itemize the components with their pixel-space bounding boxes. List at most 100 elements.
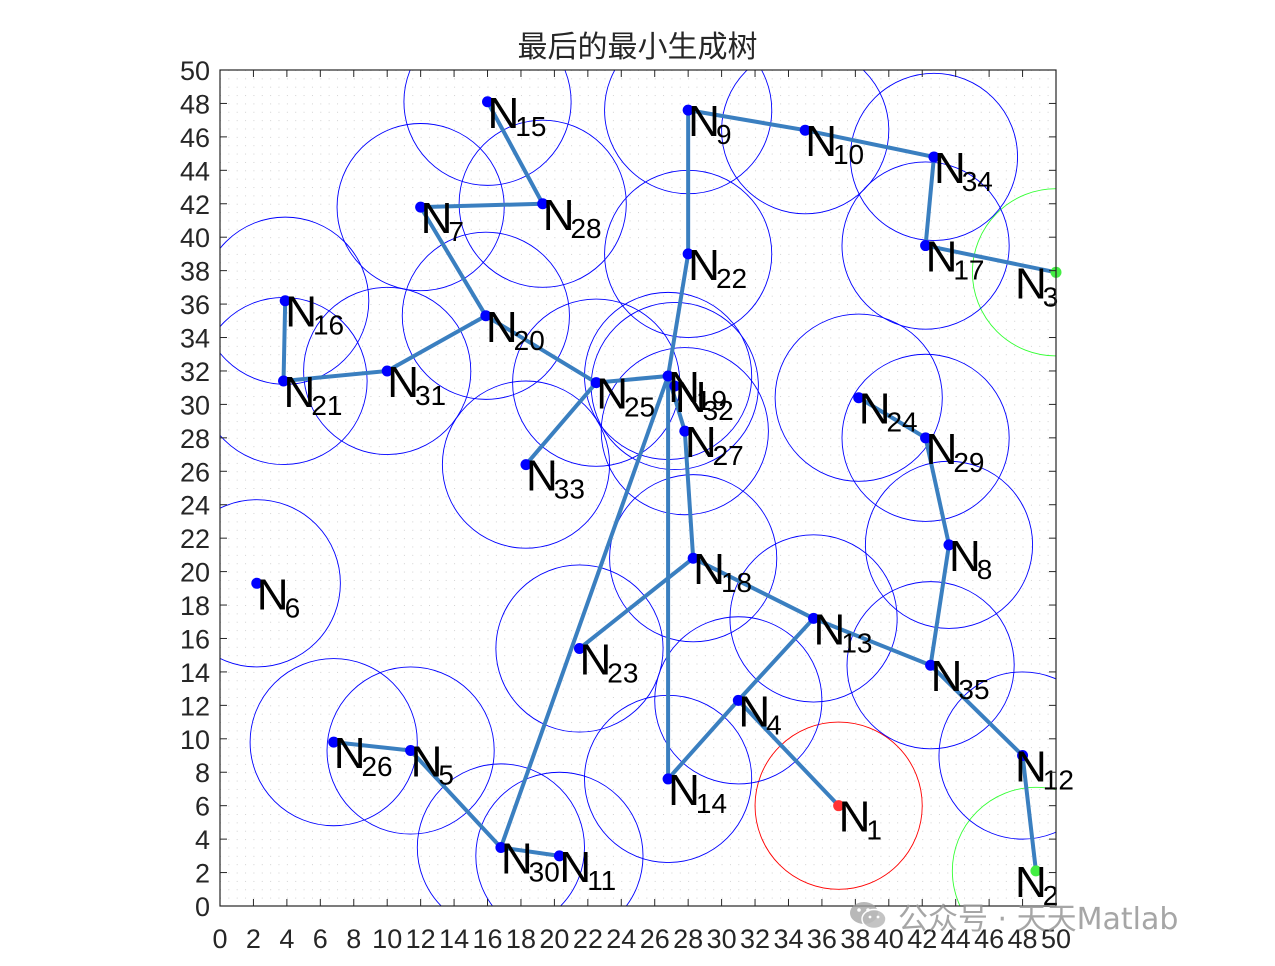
node-label-sub: 20 (514, 325, 545, 356)
mst-edge (1020, 753, 1038, 873)
x-tick-label: 46 (974, 924, 1004, 954)
x-tick-label: 50 (1041, 924, 1071, 954)
node-label-sub: 24 (886, 407, 917, 438)
node-label-letter: N (257, 570, 289, 619)
x-tick-label: 14 (439, 924, 469, 954)
mst-edge (686, 108, 808, 133)
node-label-sub: 15 (515, 111, 546, 142)
node-label: N7 (421, 194, 464, 247)
mst-edge (485, 99, 545, 206)
y-tick-label: 26 (180, 457, 210, 487)
mst-edge (811, 616, 933, 668)
node-label-letter: N (668, 363, 700, 412)
x-tick-label: 4 (279, 924, 294, 954)
node-label-sub: 29 (953, 447, 984, 478)
node-label-letter: N (805, 117, 837, 166)
node-label-letter: N (501, 834, 533, 883)
mst-edge (682, 429, 696, 561)
axes-box (219, 69, 1057, 907)
node-label-letter: N (859, 385, 891, 434)
coverage-circle (951, 786, 1056, 906)
coverage-circle (774, 313, 943, 482)
node-point (590, 377, 602, 389)
x-tick-label: 12 (406, 924, 436, 954)
node-label-sub: 4 (766, 709, 782, 740)
coverage-circle (458, 119, 627, 288)
node-label: N32 (675, 373, 734, 426)
node-label-sub: 12 (1043, 765, 1074, 796)
node-label-letter: N (285, 288, 317, 337)
node-point (520, 459, 532, 471)
mst-edge (923, 154, 936, 248)
node-label: N26 (334, 729, 393, 782)
mst-edge (923, 435, 951, 547)
node-point (482, 96, 494, 108)
node-point (1017, 750, 1029, 762)
coverage-circle (841, 353, 1010, 522)
x-axis-ticks: 0 2 4 6 8 10 12 14 16 18 20 22 24 26 28 30 32 34 36 38 40 42 4… (212, 70, 1071, 954)
y-tick-label: 6 (195, 792, 210, 822)
y-tick-label: 16 (180, 624, 210, 654)
node-label-letter: N (926, 425, 958, 474)
node-label: N20 (486, 303, 545, 356)
node-label-letter: N (1015, 743, 1047, 792)
node-point (808, 612, 820, 624)
mst-edge (736, 616, 816, 703)
node-point (381, 365, 393, 377)
node-label-letter: N (421, 194, 453, 243)
mst-edge (281, 368, 390, 383)
node-label-sub: 31 (415, 380, 446, 411)
node-label-sub: 25 (624, 392, 655, 423)
y-tick-label: 28 (180, 424, 210, 454)
coverage-circle (512, 298, 681, 467)
node-label-sub: 34 (962, 166, 993, 197)
node-point (251, 577, 263, 589)
coverage-circle (971, 188, 1056, 357)
node-label-sub: 10 (833, 139, 864, 170)
x-tick-label: 30 (707, 924, 737, 954)
x-tick-label: 44 (941, 924, 971, 954)
x-tick-label: 40 (874, 924, 904, 954)
node-label: N23 (579, 636, 638, 689)
y-tick-label: 30 (180, 390, 210, 420)
coverage-circle (249, 658, 418, 827)
y-tick-label: 32 (180, 357, 210, 387)
node-label: N9 (688, 97, 731, 150)
node-label-sub: 16 (313, 310, 344, 341)
coverage-circle (721, 70, 890, 215)
mst-edge (281, 298, 288, 383)
node-label: N14 (668, 766, 727, 819)
mst-edge (498, 373, 671, 850)
coverage-circles (220, 70, 1056, 906)
y-tick-label: 18 (180, 591, 210, 621)
plot-area (220, 70, 1056, 906)
coverage-circle (609, 474, 778, 643)
mst-edge (736, 698, 841, 808)
node-label-sub: 23 (607, 658, 638, 689)
coverage-circle (864, 460, 1034, 629)
node-label-sub: 18 (721, 567, 752, 598)
node-point (553, 850, 565, 862)
node-label: N31 (387, 358, 446, 411)
x-tick-label: 6 (313, 924, 328, 954)
y-tick-label: 10 (180, 725, 210, 755)
node-label-sub: 33 (554, 474, 585, 505)
node-label: N29 (926, 425, 985, 478)
node-label-letter: N (934, 144, 966, 193)
node-label-sub: 14 (696, 788, 727, 819)
node-point (495, 841, 507, 853)
coverage-circle (303, 286, 472, 456)
node-label-letter: N (926, 233, 958, 282)
coverage-circle (841, 161, 1010, 330)
node-label-letter: N (675, 373, 707, 422)
node-point (928, 151, 940, 163)
coverage-circle (401, 231, 570, 400)
coverage-circle (326, 666, 495, 835)
node-label-sub: 11 (587, 865, 616, 896)
wechat-icon (848, 899, 888, 933)
node-label: N17 (926, 233, 985, 286)
mst-edge (691, 556, 816, 621)
x-tick-label: 28 (673, 924, 703, 954)
node-point (1030, 865, 1042, 877)
y-tick-label: 48 (180, 89, 210, 119)
